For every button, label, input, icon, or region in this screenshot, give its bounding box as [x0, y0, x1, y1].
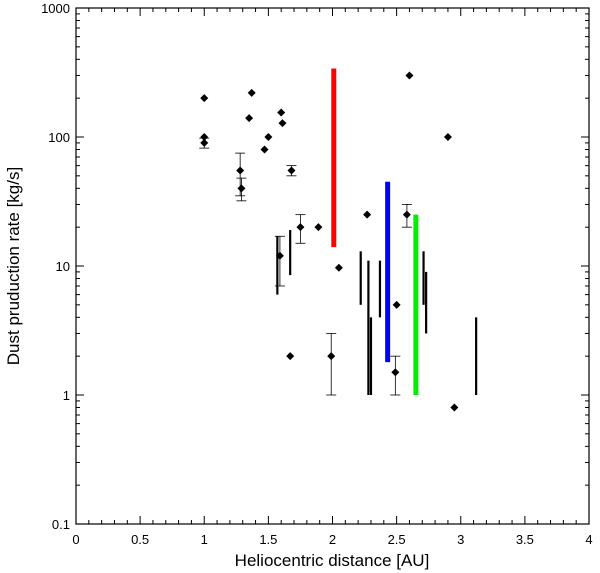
data-point	[391, 368, 400, 377]
data-point	[200, 94, 209, 103]
data-point	[443, 133, 452, 141]
data-point	[334, 263, 343, 272]
y-tick-label: 10	[56, 259, 70, 274]
x-axis-label: Heliocentric distance [AU]	[235, 551, 430, 570]
x-tick-label: 0.5	[131, 532, 149, 547]
data-point	[363, 210, 372, 219]
data-point	[245, 114, 254, 123]
data-point	[200, 138, 209, 147]
data-point	[450, 403, 459, 412]
data-point	[327, 352, 336, 361]
data-point	[277, 108, 286, 117]
y-tick-label: 100	[48, 130, 70, 145]
colored-range-bars	[331, 68, 419, 395]
y-tick-label: 1	[63, 388, 70, 403]
x-tick-label: 2	[329, 532, 336, 547]
data-points	[200, 71, 459, 412]
data-point	[236, 166, 245, 175]
x-tick-label: 3	[457, 532, 464, 547]
x-tick-label: 1	[201, 532, 208, 547]
y-axis-label: Dust pruduction rate [kg/s]	[4, 167, 23, 365]
x-tick-label: 4	[585, 532, 592, 547]
range-bars	[276, 230, 478, 395]
y-tick-label: 0.1	[52, 517, 70, 532]
x-tick-label: 3.5	[516, 532, 534, 547]
x-axis-ticks	[75, 8, 590, 524]
data-point	[200, 133, 209, 141]
data-point	[314, 223, 323, 232]
data-point	[275, 251, 284, 260]
x-axis-tick-labels: 0 0.5 1 1.5 2 2.5 3 3.5 4	[72, 532, 592, 547]
x-tick-label: 2.5	[388, 532, 406, 547]
data-point	[264, 133, 273, 141]
y-tick-label: 1000	[41, 1, 70, 16]
data-point	[287, 166, 296, 175]
x-tick-label: 1.5	[259, 532, 277, 547]
data-point	[405, 71, 414, 80]
data-point	[278, 119, 287, 128]
data-point	[247, 88, 256, 97]
data-point	[392, 300, 401, 309]
y-axis-ticks	[76, 13, 589, 525]
x-tick-label: 0	[72, 532, 79, 547]
data-point	[237, 184, 246, 193]
data-point	[402, 210, 411, 219]
data-point	[260, 145, 269, 154]
y-axis-tick-labels: 0.1 1 10 100 1000	[41, 1, 70, 532]
data-point	[296, 223, 305, 232]
data-point	[286, 352, 295, 361]
